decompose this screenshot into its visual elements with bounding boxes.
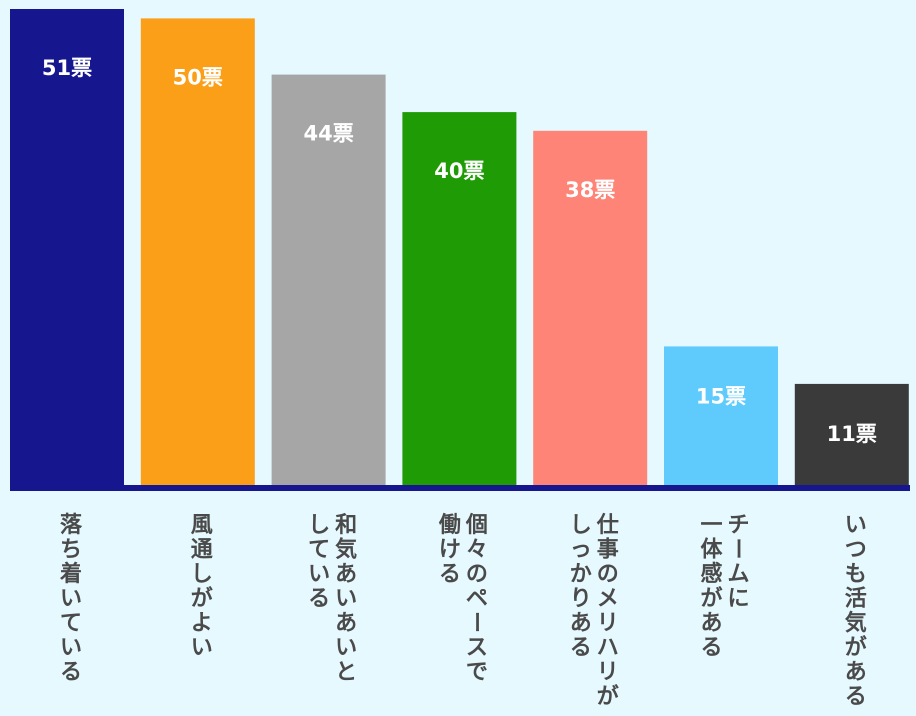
bar-value-label-4: 40票 xyxy=(434,159,484,183)
x-axis-baseline xyxy=(10,485,910,491)
category-char: 落 xyxy=(60,513,83,538)
category-char: 気 xyxy=(335,537,357,563)
category-char: あ xyxy=(335,562,357,587)
category-char: り xyxy=(570,587,592,612)
category-char: チ xyxy=(727,513,749,538)
category-char: い xyxy=(308,562,330,587)
category-char: し xyxy=(308,513,330,538)
category-char: 個 xyxy=(465,513,488,538)
category-char: っ xyxy=(570,538,592,563)
category-char: ハ xyxy=(597,636,619,661)
category-char: て xyxy=(60,611,82,636)
category-char: あ xyxy=(570,611,592,636)
category-char: 活 xyxy=(845,587,867,612)
category-char: ス xyxy=(466,636,488,661)
category-labels-layer: 落ち着いている風通しがよい和気あいあいとしている個々のペースで働ける仕事のメリハ… xyxy=(59,512,867,710)
bars-layer xyxy=(10,9,909,488)
category-char: て xyxy=(308,538,330,563)
category-char: い xyxy=(191,636,213,661)
category-char: 仕 xyxy=(596,513,619,538)
category-char: 一 xyxy=(700,513,722,538)
category-char: る xyxy=(570,636,592,661)
bar-1 xyxy=(10,9,124,487)
bar-5 xyxy=(533,130,648,488)
category-char: と xyxy=(335,660,357,685)
bar-3 xyxy=(271,74,386,487)
bar-value-label-5: 38票 xyxy=(565,178,615,202)
category-char: 感 xyxy=(700,561,722,587)
category-char: が xyxy=(597,684,619,710)
category-char: い xyxy=(335,636,357,661)
category-char: の xyxy=(466,562,488,587)
bar-4 xyxy=(402,112,517,487)
category-char: か xyxy=(570,562,592,587)
category-char: リ xyxy=(597,660,619,685)
category-char: ム xyxy=(727,562,749,587)
category-char: ー xyxy=(725,537,750,559)
category-char: 事 xyxy=(597,537,619,563)
category-char: の xyxy=(597,562,619,587)
category-char: し xyxy=(570,513,592,538)
category-char: よ xyxy=(191,611,213,636)
category-char: ち xyxy=(60,538,82,563)
bar-6 xyxy=(664,346,778,487)
category-char: が xyxy=(191,586,213,612)
category-char: い xyxy=(60,636,82,661)
category-char: 和 xyxy=(335,513,357,538)
category-char: メ xyxy=(597,587,619,612)
bar-7 xyxy=(794,383,909,487)
category-char: つ xyxy=(845,538,867,563)
bar-value-label-3: 44票 xyxy=(303,122,353,146)
category-char: 働 xyxy=(438,512,461,538)
category-char: ー xyxy=(463,611,488,633)
bar-value-label-7: 11票 xyxy=(827,422,877,446)
category-char: が xyxy=(845,635,867,661)
category-char: あ xyxy=(845,660,867,685)
category-char: あ xyxy=(335,611,357,636)
category-char: に xyxy=(727,587,749,612)
category-char: 体 xyxy=(700,538,723,563)
category-char: い xyxy=(60,587,82,612)
value-labels-layer: 51票 50票 44票 40票 38票 15票 11票 xyxy=(42,56,877,446)
category-char: リ xyxy=(597,611,619,636)
category-char: 風 xyxy=(191,513,213,538)
category-char: る xyxy=(60,660,82,685)
category-char: 着 xyxy=(59,561,82,587)
category-char: で xyxy=(466,660,488,685)
category-char: る xyxy=(700,636,722,661)
category-char: 々 xyxy=(466,538,488,563)
category-char: が xyxy=(700,586,722,612)
category-char: る xyxy=(308,587,330,612)
baseline-layer xyxy=(10,485,910,491)
category-char: る xyxy=(845,685,867,710)
category-char: る xyxy=(439,562,461,587)
bar-value-label-2: 50票 xyxy=(173,65,223,89)
category-char: も xyxy=(845,562,867,587)
bar-2 xyxy=(140,18,255,488)
category-char: 通 xyxy=(191,538,213,563)
bar-value-label-6: 15票 xyxy=(696,384,746,408)
category-char: ペ xyxy=(466,587,488,612)
category-char: 気 xyxy=(845,610,867,636)
category-char: い xyxy=(845,513,867,538)
category-char: あ xyxy=(700,611,722,636)
bar-value-label-1: 51票 xyxy=(42,56,92,80)
category-char: け xyxy=(439,538,461,563)
category-char: し xyxy=(191,562,213,587)
category-char: い xyxy=(335,587,357,612)
